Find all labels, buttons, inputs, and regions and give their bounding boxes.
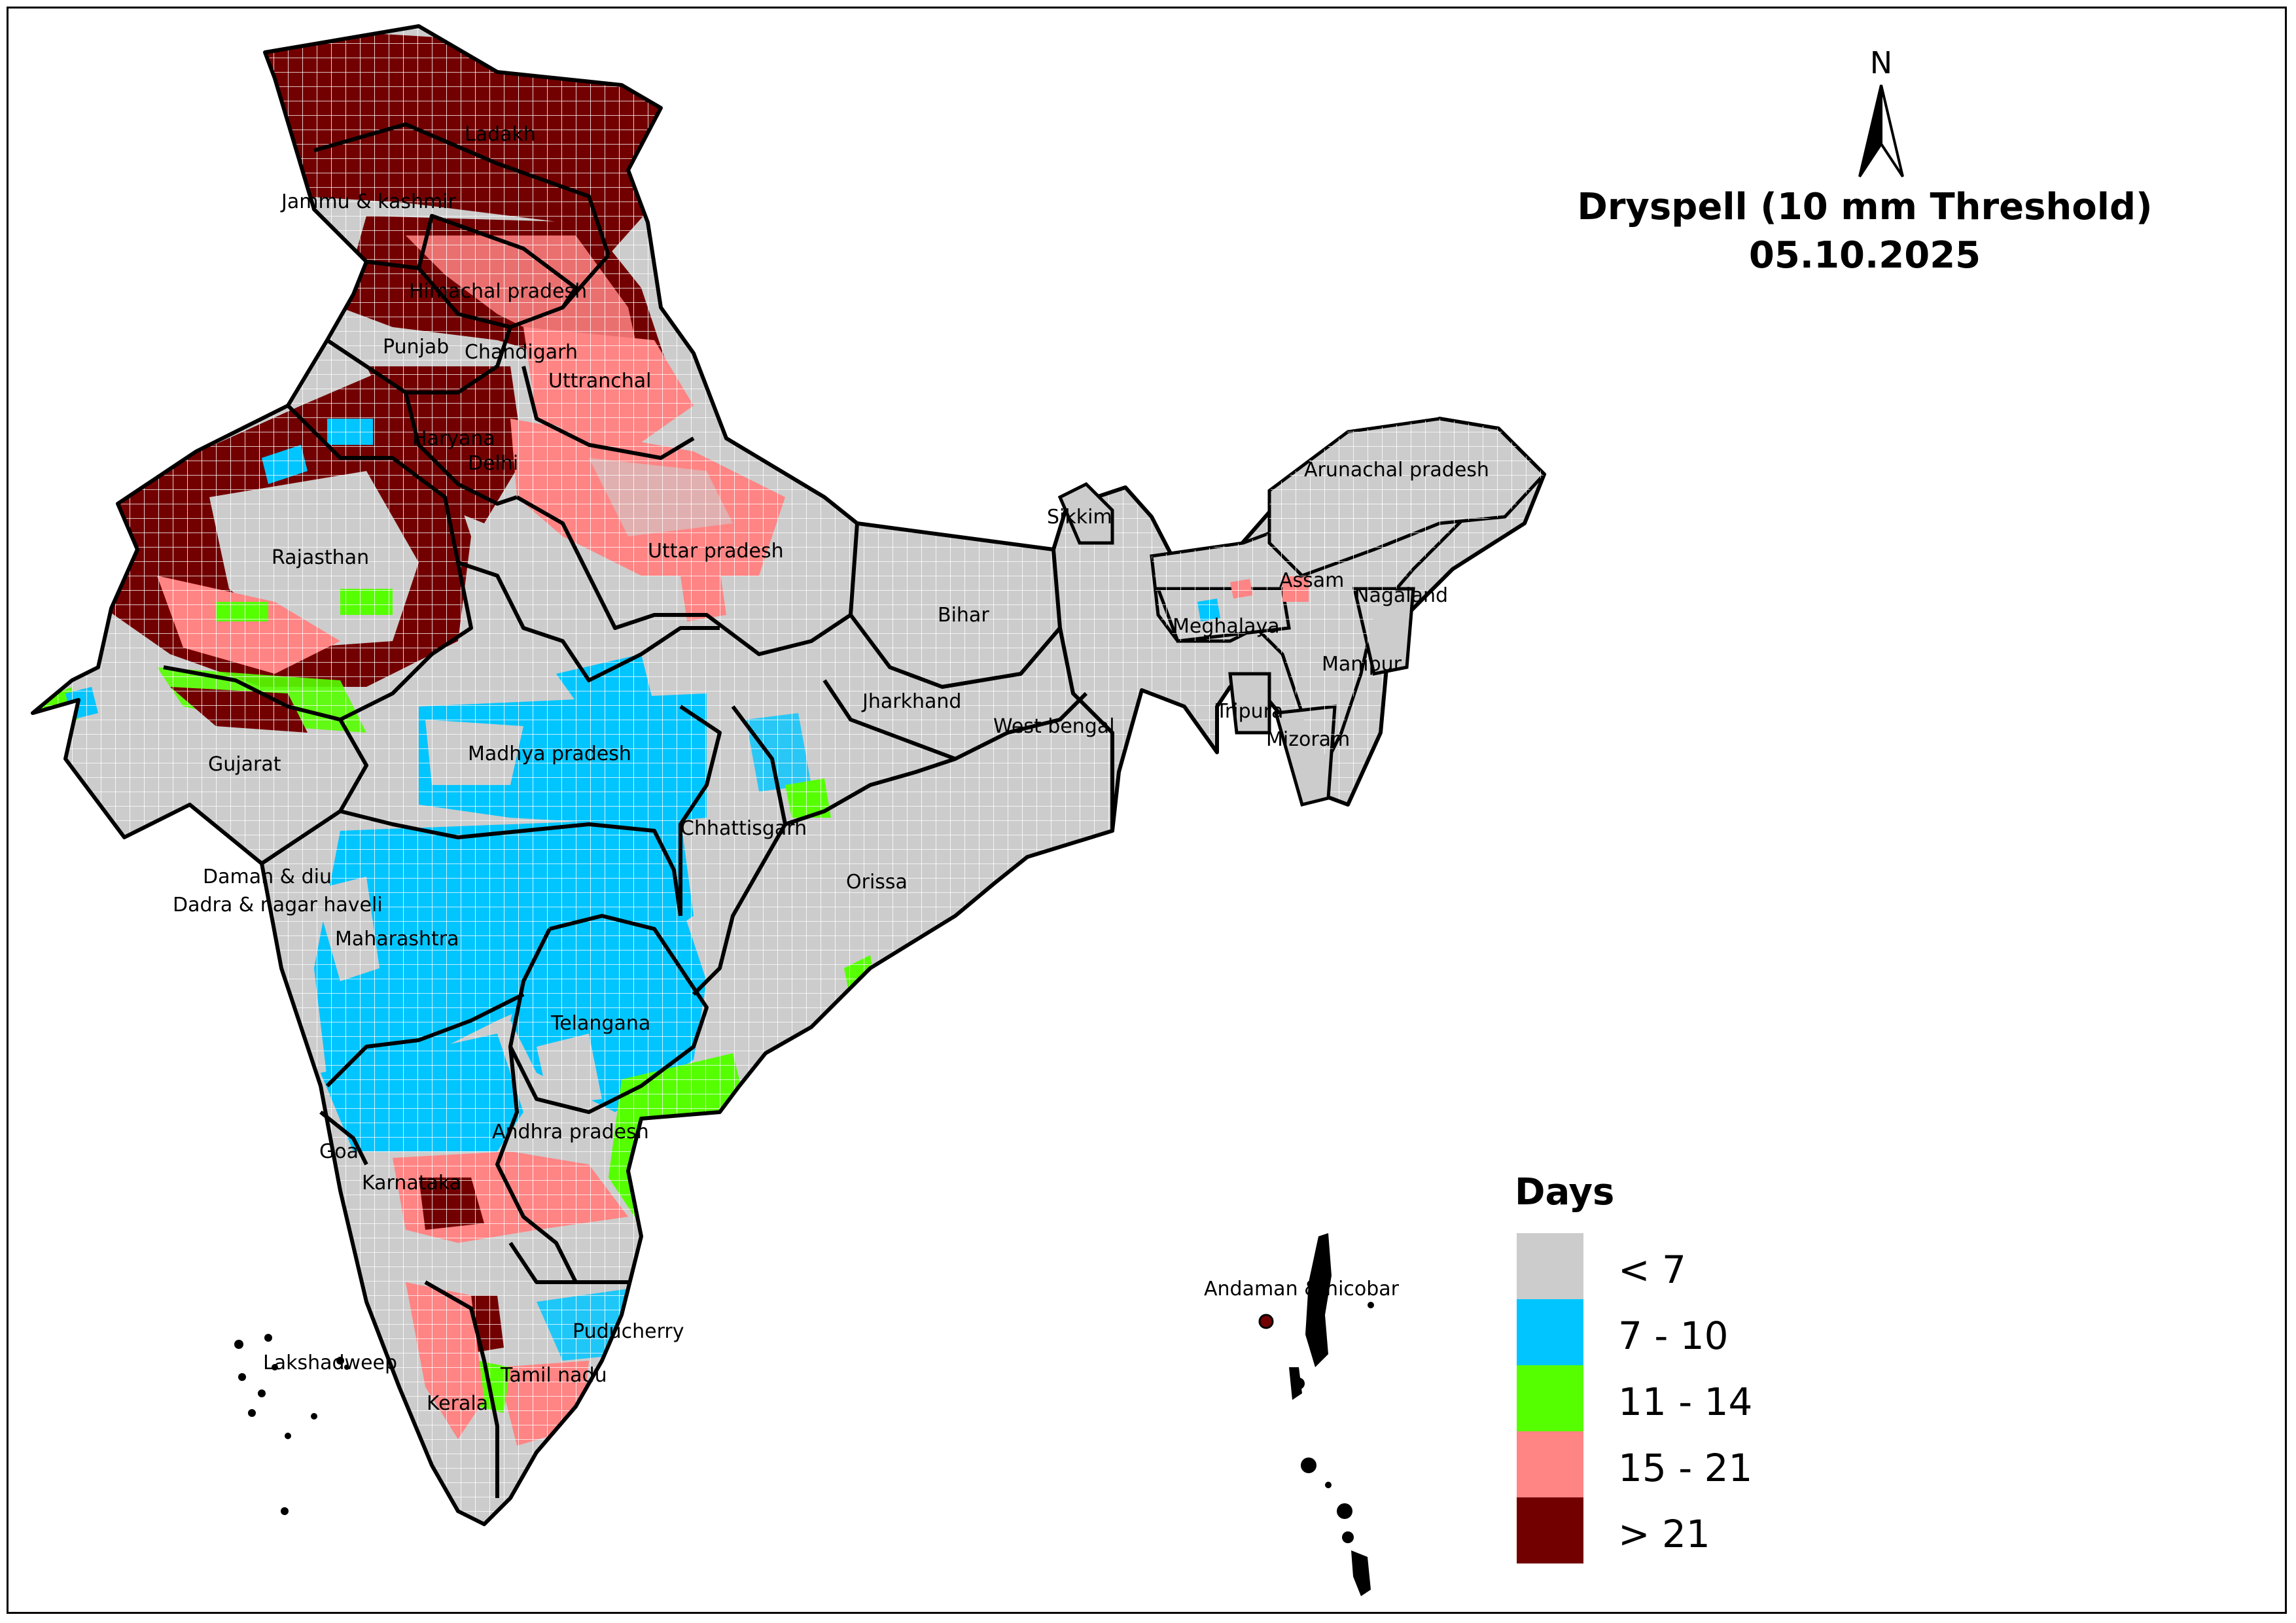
label-lakshadweep: Lakshadweep (263, 1352, 397, 1374)
legend-label: > 21 (1618, 1512, 1710, 1556)
label-haryana: Haryana (412, 427, 495, 450)
map-title-line1: Dryspell (10 mm Threshold) (1577, 186, 2153, 228)
lakshadweep-islands (234, 1334, 349, 1515)
label-delhi: Delhi (468, 452, 518, 475)
label-himachal-pradesh: Himachal pradesh (409, 280, 587, 303)
north-arrow-icon: N (1858, 46, 1904, 178)
label-puducherry: Puducherry (573, 1320, 684, 1343)
label-bihar: Bihar (938, 604, 989, 627)
map-title-date: 05.10.2025 (1748, 234, 1981, 277)
label-dadra-nagar-haveli: Dadra & nagar haveli (173, 894, 383, 916)
label-karnataka: Karnataka (362, 1172, 461, 1195)
map-title: Dryspell (10 mm Threshold) 05.10.2025 (1538, 183, 2192, 280)
label-uttranchal: Uttranchal (548, 370, 651, 393)
label-maharashtra: Maharashtra (335, 928, 459, 951)
label-orissa: Orissa (846, 871, 908, 894)
label-andaman-nicobar: Andaman & nicobar (1204, 1278, 1400, 1300)
label-sikkim: Sikkim (1047, 506, 1112, 529)
label-tripura: Tripura (1215, 700, 1283, 723)
legend-label: 7 - 10 (1618, 1314, 1729, 1358)
label-ladakh: Ladakh (465, 123, 536, 146)
label-meghalaya: Meghalaya (1173, 615, 1280, 638)
legend: Days < 7 7 - 10 11 - 14 15 - 21 > 21 (1511, 1171, 1839, 1577)
legend-item-11-14: 11 - 14 (1517, 1365, 1844, 1431)
mainland-cells (33, 26, 1544, 1524)
legend-swatch (1517, 1299, 1583, 1365)
label-mizoram: Mizoram (1266, 728, 1350, 751)
legend-label: 15 - 21 (1618, 1446, 1753, 1490)
northeast-region (1057, 417, 1547, 807)
state-labels: Ladakh Jammu & kashmir Himachal pradesh … (173, 123, 1489, 1415)
label-west-bengal: West bengal (993, 715, 1115, 738)
label-gujarat: Gujarat (208, 753, 281, 776)
label-uttar-pradesh: Uttar pradesh (648, 540, 784, 563)
label-tamil-nadu: Tamil nadu (500, 1364, 607, 1387)
label-chandigarh: Chandigarh (465, 341, 578, 364)
legend-item-15-21: 15 - 21 (1517, 1431, 1844, 1497)
label-daman-diu: Daman & diu (203, 865, 332, 888)
label-assam: Assam (1279, 569, 1344, 592)
label-jharkhand: Jharkhand (861, 690, 961, 713)
label-telangana: Telangana (550, 1012, 650, 1035)
legend-item-lt7: < 7 (1517, 1233, 1844, 1299)
legend-item-7-10: 7 - 10 (1517, 1299, 1844, 1365)
label-manipur: Manipur (1322, 653, 1402, 676)
label-punjab: Punjab (383, 336, 449, 358)
legend-swatch (1517, 1431, 1583, 1497)
label-goa: Goa (319, 1140, 359, 1163)
label-nagaland: Nagaland (1354, 584, 1448, 607)
label-rajasthan: Rajasthan (272, 546, 369, 569)
label-chhattisgarh: Chhattisgarh (680, 817, 807, 840)
legend-item-gt21: > 21 (1517, 1497, 1844, 1563)
legend-label: 11 - 14 (1618, 1380, 1753, 1424)
north-label: N (1870, 46, 1892, 80)
legend-label: < 7 (1618, 1248, 1686, 1292)
andaman-nicobar-islands (1258, 1233, 1374, 1596)
legend-title: Days (1515, 1171, 1615, 1213)
legend-swatch (1517, 1233, 1583, 1299)
label-madhya-pradesh: Madhya pradesh (468, 742, 631, 765)
label-kerala: Kerala (427, 1392, 488, 1415)
legend-swatch (1517, 1497, 1583, 1563)
label-jammu-kashmir: Jammu & kashmir (280, 190, 457, 213)
label-arunachal-pradesh: Arunachal pradesh (1304, 459, 1489, 481)
label-andhra-pradesh: Andhra pradesh (492, 1121, 649, 1143)
legend-swatch (1517, 1365, 1583, 1431)
